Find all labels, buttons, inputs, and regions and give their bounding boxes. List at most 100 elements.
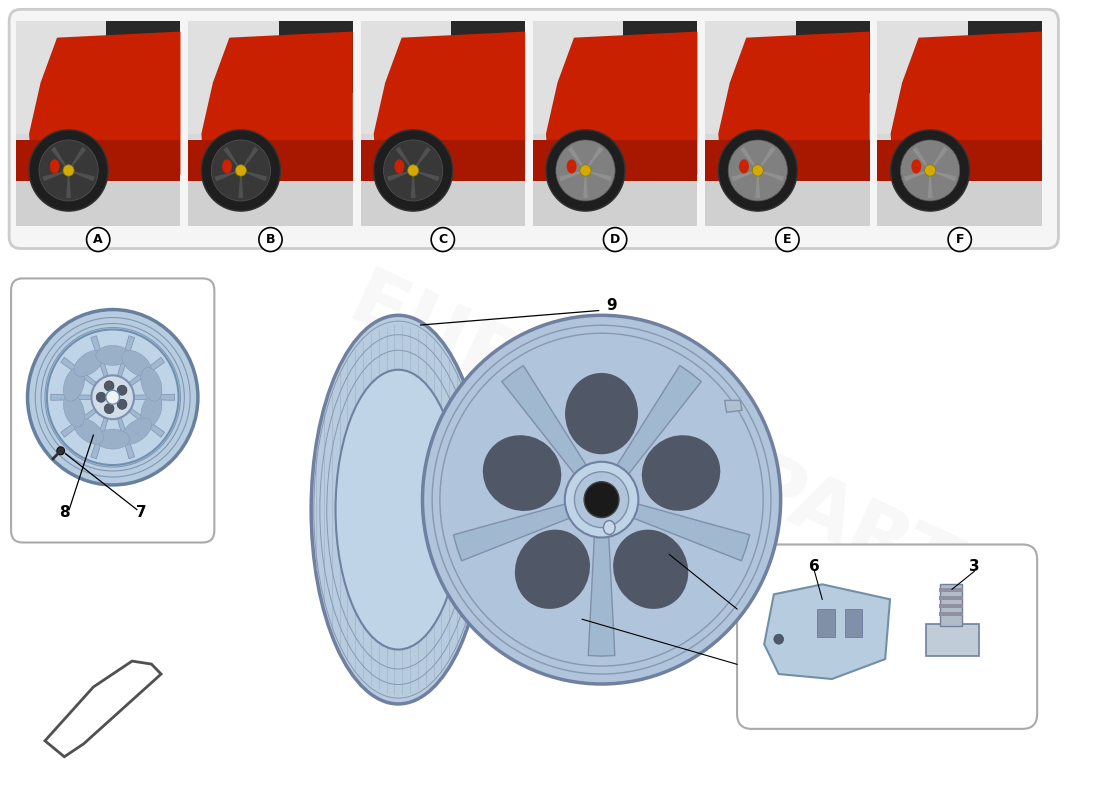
- Circle shape: [384, 140, 443, 201]
- Bar: [15, 22, 180, 226]
- Polygon shape: [124, 405, 165, 437]
- Circle shape: [104, 404, 114, 414]
- Circle shape: [47, 330, 178, 465]
- Circle shape: [774, 634, 783, 644]
- Polygon shape: [764, 584, 890, 679]
- Ellipse shape: [483, 435, 561, 511]
- Polygon shape: [396, 146, 411, 167]
- Polygon shape: [546, 31, 697, 181]
- Text: 2: 2: [669, 542, 680, 557]
- Bar: [15, 22, 180, 134]
- Polygon shape: [361, 140, 525, 181]
- FancyBboxPatch shape: [9, 10, 1058, 249]
- Text: 7: 7: [136, 505, 147, 520]
- Circle shape: [39, 140, 98, 201]
- Bar: [361, 181, 525, 226]
- Circle shape: [901, 140, 959, 201]
- Circle shape: [948, 228, 971, 251]
- Ellipse shape: [739, 159, 749, 174]
- Bar: [15, 181, 180, 226]
- Bar: [624, 22, 697, 93]
- Polygon shape: [912, 146, 928, 167]
- Bar: [705, 22, 870, 134]
- Polygon shape: [15, 140, 180, 181]
- Bar: [878, 181, 1042, 226]
- Bar: [361, 22, 525, 134]
- Circle shape: [574, 472, 629, 527]
- FancyBboxPatch shape: [737, 545, 1037, 729]
- Polygon shape: [502, 366, 592, 482]
- Polygon shape: [60, 358, 101, 390]
- Polygon shape: [705, 140, 870, 181]
- Circle shape: [258, 228, 282, 251]
- Polygon shape: [45, 661, 161, 757]
- Text: 6: 6: [810, 559, 820, 574]
- Polygon shape: [891, 31, 1042, 181]
- Bar: [705, 22, 870, 226]
- Polygon shape: [927, 175, 933, 198]
- Bar: [188, 22, 353, 134]
- Polygon shape: [732, 171, 754, 182]
- Circle shape: [374, 130, 453, 211]
- Circle shape: [422, 315, 781, 684]
- Bar: [926, 624, 979, 656]
- Bar: [107, 22, 180, 93]
- Polygon shape: [756, 175, 760, 198]
- Polygon shape: [239, 175, 243, 198]
- Polygon shape: [718, 31, 870, 181]
- Polygon shape: [124, 358, 165, 390]
- Ellipse shape: [613, 530, 689, 609]
- Polygon shape: [243, 146, 258, 167]
- Polygon shape: [91, 336, 110, 382]
- Polygon shape: [932, 146, 948, 167]
- Bar: [817, 610, 835, 637]
- Bar: [878, 22, 1042, 134]
- Polygon shape: [453, 502, 579, 561]
- Bar: [939, 604, 962, 608]
- Ellipse shape: [74, 418, 103, 444]
- Text: a passion for parts since 1985: a passion for parts since 1985: [320, 475, 650, 643]
- FancyBboxPatch shape: [11, 278, 214, 542]
- Text: 2: 2: [587, 606, 597, 622]
- Ellipse shape: [604, 521, 615, 534]
- Ellipse shape: [336, 370, 461, 650]
- Polygon shape: [60, 405, 101, 437]
- Circle shape: [97, 392, 106, 402]
- Polygon shape: [410, 175, 416, 198]
- Text: A: A: [94, 233, 103, 246]
- Circle shape: [546, 130, 625, 211]
- Ellipse shape: [515, 530, 590, 609]
- Polygon shape: [583, 175, 587, 198]
- Polygon shape: [73, 171, 95, 182]
- Bar: [940, 584, 961, 626]
- Polygon shape: [878, 140, 1042, 181]
- Polygon shape: [740, 146, 756, 167]
- Bar: [361, 22, 525, 226]
- Circle shape: [718, 130, 798, 211]
- Circle shape: [211, 140, 271, 201]
- Polygon shape: [51, 394, 97, 400]
- Polygon shape: [415, 146, 431, 167]
- Polygon shape: [43, 171, 65, 182]
- Text: F: F: [956, 233, 964, 246]
- Text: C: C: [438, 233, 448, 246]
- Polygon shape: [587, 146, 603, 167]
- Text: 5: 5: [679, 497, 690, 512]
- Ellipse shape: [64, 367, 85, 401]
- Polygon shape: [214, 171, 236, 182]
- Polygon shape: [934, 171, 956, 182]
- Polygon shape: [559, 171, 581, 182]
- Ellipse shape: [565, 373, 638, 454]
- Ellipse shape: [641, 435, 720, 511]
- Polygon shape: [116, 412, 134, 458]
- Ellipse shape: [311, 315, 485, 704]
- Ellipse shape: [96, 346, 130, 366]
- Polygon shape: [417, 171, 439, 182]
- Polygon shape: [201, 31, 353, 181]
- Text: 8: 8: [59, 505, 69, 520]
- Ellipse shape: [64, 394, 85, 427]
- Circle shape: [580, 165, 591, 176]
- Circle shape: [604, 228, 627, 251]
- Polygon shape: [128, 394, 175, 400]
- Polygon shape: [904, 171, 926, 182]
